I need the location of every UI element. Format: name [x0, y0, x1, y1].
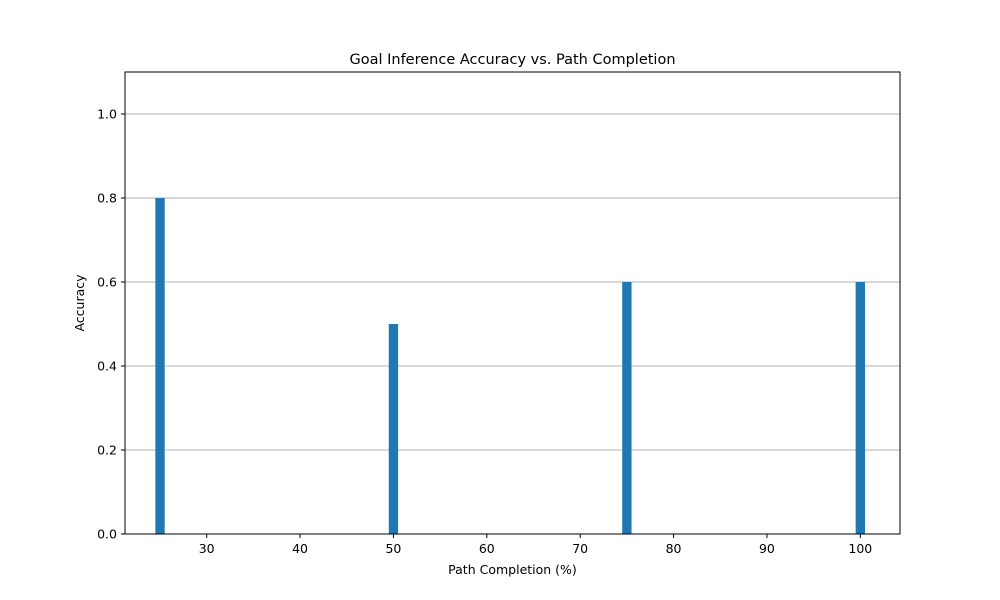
chart-title: Goal Inference Accuracy vs. Path Complet… — [349, 52, 675, 68]
bars-layer — [155, 198, 865, 534]
bar — [855, 282, 865, 534]
y-axis-label: Accuracy — [72, 274, 87, 332]
x-tick-label: 50 — [385, 541, 401, 556]
x-tick-label: 70 — [572, 541, 588, 556]
y-tick-label: 0.4 — [97, 359, 117, 374]
x-tick-label: 30 — [199, 541, 215, 556]
y-tick-label: 0.2 — [97, 443, 117, 458]
bar — [622, 282, 632, 534]
x-tick-label: 40 — [292, 541, 308, 556]
bar — [388, 324, 399, 534]
plot-frame — [124, 71, 901, 535]
y-ticks: 0.0 0.2 0.4 0.6 0.8 1.0 — [97, 107, 125, 542]
y-tick-label: 0.8 — [97, 191, 117, 206]
x-tick-label: 100 — [848, 541, 872, 556]
x-axis-label: Path Completion (%) — [448, 562, 577, 577]
x-tick-label: 80 — [666, 541, 682, 556]
bar — [155, 198, 165, 534]
y-tick-label: 0.6 — [97, 275, 117, 290]
x-ticks: 30 40 50 60 70 80 90 100 — [199, 534, 872, 556]
x-tick-label: 60 — [479, 541, 495, 556]
x-tick-label: 90 — [759, 541, 775, 556]
y-tick-label: 1.0 — [97, 107, 117, 122]
y-tick-label: 0.0 — [97, 527, 117, 542]
